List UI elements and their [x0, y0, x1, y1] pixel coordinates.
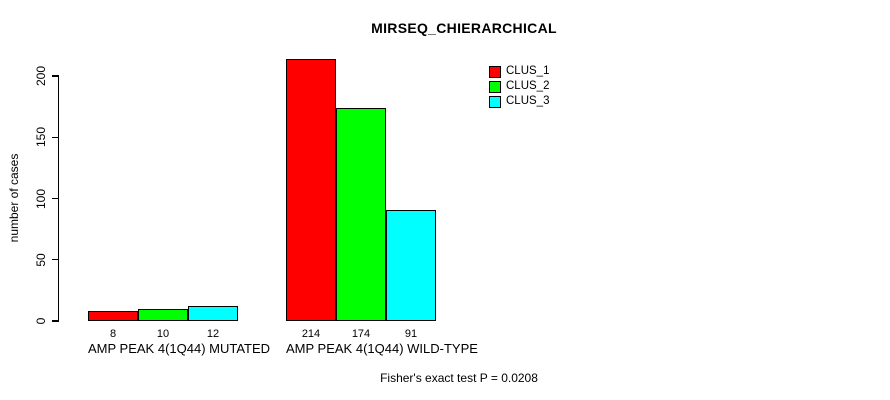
y-tick-label: 0 — [34, 317, 48, 325]
y-tick-mark — [52, 259, 59, 261]
chart-title: MIRSEQ_CHIERARCHICAL — [371, 20, 557, 36]
legend-swatch-icon — [489, 65, 501, 78]
bar-clus_3-group2 — [386, 209, 436, 321]
y-tick-label: 200 — [34, 65, 48, 87]
legend-swatch-icon — [489, 80, 501, 93]
y-axis-label: number of cases — [7, 153, 21, 243]
y-tick-label: 100 — [34, 188, 48, 209]
bar-clus_1-group1 — [88, 311, 138, 321]
bar-clus_1-group2 — [286, 58, 336, 321]
bar-value-label: 10 — [156, 328, 170, 340]
legend-label: CLUS_1 — [506, 65, 550, 77]
y-tick-label: 150 — [34, 127, 48, 148]
legend-item-clus_2: CLUS_2 — [489, 79, 549, 94]
legend-swatch-icon — [489, 95, 501, 108]
y-tick-mark — [52, 75, 59, 77]
bar-value-label: 214 — [301, 328, 321, 340]
bar-clus_2-group1 — [138, 308, 188, 321]
y-tick-label: 50 — [34, 253, 48, 267]
y-tick-mark — [52, 197, 59, 200]
footnote-text: Fisher's exact test P = 0.0208 — [380, 371, 538, 385]
y-tick-mark — [52, 136, 59, 138]
x-category-label: AMP PEAK 4(1Q44) WILD-TYPE — [286, 341, 478, 356]
legend-item-clus_1: CLUS_1 — [489, 64, 549, 79]
bar-clus_2-group2 — [336, 107, 386, 321]
legend: CLUS_1 CLUS_2 CLUS_3 — [489, 64, 549, 109]
y-tick-mark — [52, 320, 59, 322]
bar-value-label: 8 — [109, 328, 117, 340]
legend-label: CLUS_2 — [506, 80, 550, 92]
legend-label: CLUS_3 — [506, 95, 550, 107]
bar-value-label: 12 — [206, 328, 220, 340]
bar-value-label: 91 — [404, 328, 418, 340]
bar-value-label: 174 — [351, 328, 371, 340]
x-category-label: AMP PEAK 4(1Q44) MUTATED — [88, 341, 271, 356]
legend-item-clus_3: CLUS_3 — [489, 94, 549, 109]
bar-clus_3-group1 — [188, 306, 238, 321]
